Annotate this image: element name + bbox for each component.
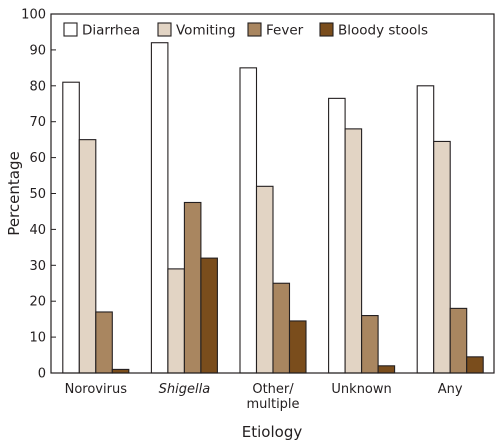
bar-vomiting <box>168 269 185 373</box>
bar-fever <box>273 283 290 373</box>
x-tick-label: Shigella <box>159 382 211 397</box>
y-tick-label: 40 <box>29 223 46 238</box>
y-tick-label: 10 <box>29 331 46 346</box>
bar-diarrhea <box>417 86 434 373</box>
bar-vomiting <box>345 129 362 373</box>
bar-fever <box>362 316 379 373</box>
bar-bloody-stools <box>201 258 218 373</box>
legend-swatch <box>320 23 333 36</box>
bar-diarrhea <box>63 82 80 373</box>
bar-vomiting <box>79 140 96 373</box>
legend-swatch <box>64 23 77 36</box>
y-tick-label: 90 <box>29 43 46 58</box>
bar-diarrhea <box>151 43 168 373</box>
y-tick-label: 30 <box>29 259 46 274</box>
bar-vomiting <box>257 186 274 373</box>
y-tick-label: 70 <box>29 115 46 130</box>
bar-series <box>63 43 483 373</box>
legend-swatch <box>158 23 171 36</box>
bar-bloody-stools <box>290 321 307 373</box>
bar-bloody-stools <box>467 357 484 373</box>
y-tick-label: 60 <box>29 151 46 166</box>
y-axis-title: Percentage <box>5 151 23 235</box>
x-tick-label: Any <box>438 382 463 397</box>
x-axis-title: Etiology <box>242 423 303 441</box>
bar-fever <box>450 308 467 373</box>
legend: Diarrhea Vomiting Fever Bloody stools <box>64 23 428 39</box>
y-tick-label: 80 <box>29 79 46 94</box>
bar-fever <box>184 202 201 373</box>
legend-label: Diarrhea <box>82 23 140 39</box>
x-tick-label: Other/multiple <box>246 382 299 412</box>
y-tick-label: 20 <box>29 295 46 310</box>
bar-fever <box>96 312 113 373</box>
legend-swatch <box>248 23 261 36</box>
y-tick-label: 0 <box>38 367 46 382</box>
legend-label: Fever <box>266 23 304 39</box>
x-axis-tick-labels: Norovirus Shigella Other/multiple Unknown An… <box>65 382 463 412</box>
bar-diarrhea <box>240 68 257 373</box>
x-tick-label: Unknown <box>331 382 391 397</box>
legend-label: Bloody stools <box>338 23 428 39</box>
x-tick-label: Norovirus <box>65 382 128 397</box>
y-tick-label: 100 <box>21 8 46 23</box>
y-tick-label: 50 <box>29 187 46 202</box>
bar-diarrhea <box>329 98 346 373</box>
legend-label: Vomiting <box>176 23 236 39</box>
bar-vomiting <box>434 141 451 373</box>
bar-bloody-stools <box>378 366 395 373</box>
